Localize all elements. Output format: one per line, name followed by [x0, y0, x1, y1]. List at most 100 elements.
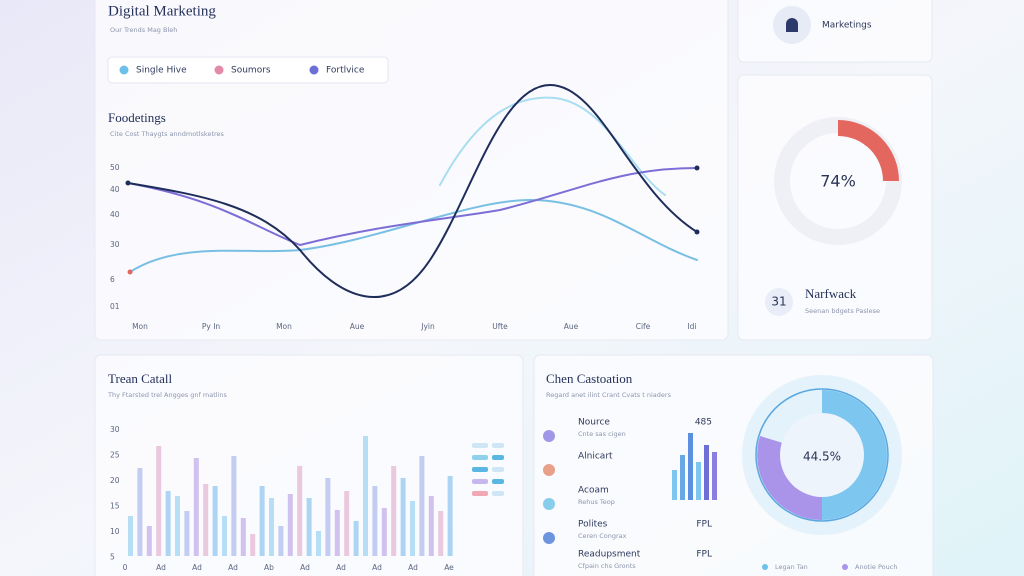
x-label: Ad: [336, 563, 346, 572]
x-label: Ad: [408, 563, 418, 572]
y-label: 20: [110, 476, 120, 485]
line-chart: [125, 83, 700, 298]
y-label: 50: [110, 163, 120, 172]
point: [125, 180, 131, 186]
donut-value: 44.5%: [803, 450, 841, 464]
gauge-caption: Seenan bdgets Paslese: [805, 307, 880, 315]
profile-label: Marketings: [822, 21, 872, 31]
bar-group: [128, 436, 453, 556]
legend-label: Fortlvice: [326, 66, 365, 76]
item-label: Polites: [578, 520, 608, 530]
y-label: 30: [110, 425, 120, 434]
bar: [428, 496, 434, 556]
bar: [353, 521, 359, 556]
legend-swatch: [472, 443, 488, 448]
legend-swatch: [492, 455, 504, 460]
item-value: 485: [695, 418, 712, 428]
bar: [259, 486, 265, 556]
channels-title: Chen Castoation: [546, 371, 633, 386]
legend-swatch: [492, 491, 504, 496]
bar: [372, 486, 378, 556]
x-label: Ad: [156, 563, 166, 572]
bar: [240, 518, 246, 556]
x-label: Ad: [300, 563, 310, 572]
x-label: Idi: [687, 322, 696, 331]
bar: [231, 456, 237, 556]
item-sub: Ceren Congrax: [578, 532, 627, 540]
legend-label: Legan Tan: [775, 563, 808, 571]
bar: [137, 468, 143, 556]
y-label: 15: [110, 502, 120, 511]
bar: [128, 516, 133, 556]
legend-label: Anotie Pouch: [855, 563, 897, 571]
bar: [363, 436, 368, 556]
y-label: 01: [110, 302, 120, 311]
profile-card: [737, 0, 933, 63]
x-label: Mon: [276, 322, 292, 331]
count-badge: [765, 288, 793, 316]
x-label: Ad: [228, 563, 238, 572]
bar: [212, 486, 218, 556]
x-label: Ae: [444, 563, 454, 572]
y-label: 10: [110, 527, 120, 536]
trend-subtitle: Thy Ftarsted trel Angges gnf matlins: [107, 391, 227, 399]
item-sub: Cfpain chs Gronts: [578, 562, 636, 570]
legend-dot: [842, 564, 848, 570]
item-label: Acoam: [578, 486, 609, 496]
item-sub: Cnte sas cigen: [578, 430, 626, 438]
bar: [334, 510, 340, 556]
gauge-value: 74%: [820, 172, 856, 191]
bar: [193, 458, 199, 556]
bar: [316, 531, 321, 556]
bar: [344, 491, 350, 556]
generated: Single Hive Soumors Fortlvice 50 40 40 30 6 01 Mo…: [110, 65, 897, 572]
item-sub: Rehus Teop: [578, 498, 615, 506]
gauge-name: Narfwack: [805, 286, 857, 301]
donut-hole: [780, 413, 864, 497]
legend-swatch: [492, 467, 504, 472]
bar: [447, 476, 453, 556]
x-label: Ufte: [492, 322, 508, 331]
point: [694, 165, 700, 171]
item-dot: [543, 464, 555, 476]
trend-title: Trean Catall: [108, 371, 173, 386]
title: Digital Marketing: [108, 3, 216, 19]
bar: [306, 498, 312, 556]
item-dot: [543, 532, 555, 544]
gauge-arc: [838, 120, 899, 181]
y-label: 40: [110, 210, 120, 219]
item-dot: [543, 498, 555, 510]
legend-dot: [119, 65, 129, 75]
y-label: 5: [110, 553, 115, 562]
bar: [410, 501, 415, 556]
bar: [438, 511, 444, 556]
donut: 44.5%: [742, 375, 902, 535]
x-label: Aue: [350, 322, 365, 331]
x-label: 0: [123, 563, 128, 572]
mini-bar: [680, 455, 685, 500]
bar: [175, 496, 180, 556]
mini-bar: [712, 452, 717, 500]
y-label: 6: [110, 275, 115, 284]
x-label: Py In: [202, 322, 221, 331]
bar: [325, 478, 331, 556]
trend-card: [94, 354, 524, 576]
bar: [184, 511, 190, 556]
donut-ring: [755, 388, 889, 522]
legend-swatch: [472, 467, 488, 472]
legend-dot: [309, 65, 319, 75]
main-card: [94, 0, 729, 341]
legend-swatch: [472, 455, 488, 460]
y-label: 30: [110, 240, 120, 249]
point: [694, 229, 700, 235]
legend-label: Soumors: [231, 66, 271, 76]
bar: [391, 466, 397, 556]
legend-box: [107, 56, 389, 84]
bar: [222, 516, 227, 556]
legend-label: Single Hive: [136, 66, 187, 76]
item-value: FPL: [696, 550, 712, 560]
x-label: Ad: [372, 563, 382, 572]
mini-bar: [672, 470, 677, 500]
